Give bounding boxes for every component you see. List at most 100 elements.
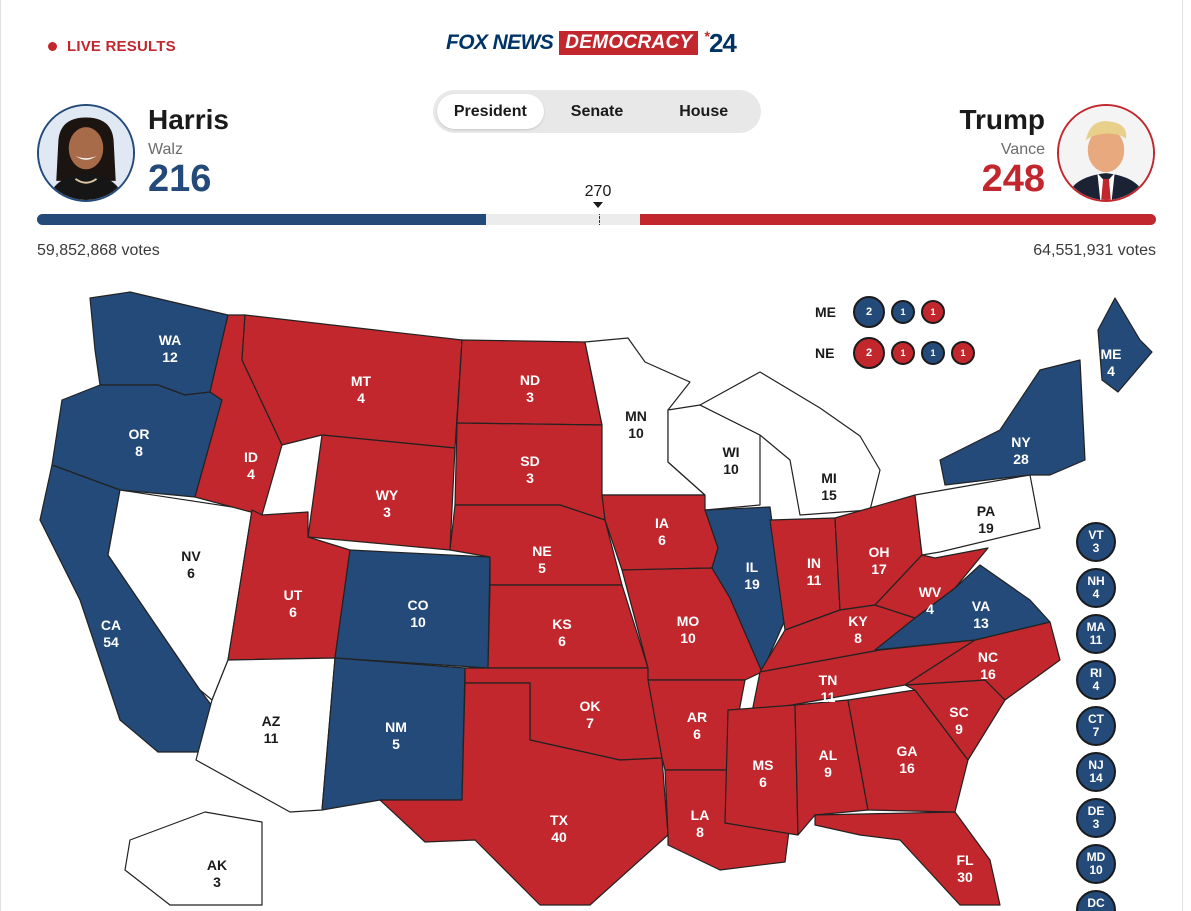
brand-year-text: 24 (708, 27, 737, 58)
state-label-ca: CA (101, 617, 121, 633)
state-ev-al: 9 (824, 764, 832, 780)
threshold-label: 270 (584, 183, 612, 200)
state-label-mn: MN (625, 408, 647, 424)
state-ev-ks: 6 (558, 633, 566, 649)
state-ev-az: 11 (264, 730, 279, 746)
state-ev-tn: 11 (821, 689, 836, 705)
state-ev-ar: 6 (693, 726, 701, 742)
state-label-il: IL (746, 559, 759, 575)
state-ev-wi: 10 (723, 461, 739, 477)
state-label-pa: PA (977, 503, 995, 519)
bubble-ev: 4 (1092, 587, 1100, 601)
dem-vote-bar-fill (37, 214, 487, 225)
bubble-NH[interactable]: NH 4 (1076, 568, 1116, 608)
state-TX[interactable] (379, 682, 669, 906)
state-ev-fl: 30 (957, 869, 973, 885)
state-label-id: ID (244, 449, 258, 465)
district-bubble: 1 (921, 341, 945, 365)
state-ev-ut: 6 (289, 604, 297, 620)
state-AL[interactable] (794, 699, 869, 836)
state-label-va: VA (972, 598, 990, 614)
state-label-ak: AK (207, 857, 227, 873)
state-AK[interactable] (124, 811, 263, 906)
harris-avatar (37, 104, 135, 202)
bubble-ev: 3 (1092, 817, 1100, 831)
live-dot-icon (48, 42, 57, 51)
rep-popular-votes: 64,551,931 votes (1033, 242, 1156, 259)
bubble-RI[interactable]: RI 4 (1076, 660, 1116, 700)
brand-year: *24 (704, 27, 737, 59)
dem-popular-votes: 59,852,868 votes (37, 242, 160, 259)
live-results-indicator: LIVE RESULTS (48, 38, 176, 55)
state-ME[interactable] (1097, 297, 1153, 393)
brand-star: * (704, 27, 710, 44)
bubble-VT[interactable]: VT 3 (1076, 522, 1116, 562)
state-label-ut: UT (284, 587, 303, 603)
threshold-marker (598, 214, 600, 225)
state-ev-me: 4 (1107, 363, 1115, 379)
rep-electoral-votes: 248 (981, 158, 1045, 200)
threshold-arrow-icon (593, 202, 603, 208)
bubble-MA[interactable]: MA 11 (1076, 614, 1116, 654)
bubble-code: NJ (1088, 758, 1104, 772)
bubble-DE[interactable]: DE 3 (1076, 798, 1116, 838)
state-MI[interactable] (699, 371, 881, 516)
state-ev-la: 8 (696, 824, 704, 840)
state-ev-mn: 10 (628, 425, 644, 441)
state-ev-ia: 6 (658, 532, 666, 548)
state-label-ne: NE (532, 543, 551, 559)
tab-president[interactable]: President (437, 94, 544, 129)
state-label-al: AL (819, 747, 838, 763)
tab-house[interactable]: House (679, 102, 729, 120)
state-ev-mo: 10 (680, 630, 696, 646)
state-label-wa: WA (159, 332, 182, 348)
tab-senate[interactable]: Senate (570, 102, 624, 120)
bubble-MD[interactable]: MD 10 (1076, 844, 1116, 884)
bubble-code: NH (1087, 574, 1105, 588)
state-label-nd: ND (520, 372, 540, 388)
state-label-la: LA (691, 807, 710, 823)
district-bubble: 1 (921, 300, 945, 324)
split-state-me[interactable]: ME 2 1 1 (815, 296, 945, 328)
state-label-fl: FL (956, 852, 974, 868)
state-label-mt: MT (351, 373, 372, 389)
state-label-tx: TX (550, 812, 569, 828)
fox-news-democracy-24-logo[interactable]: FOX NEWS DEMOCRACY *24 (446, 27, 737, 59)
rep-running-mate: Vance (1000, 141, 1045, 158)
bubble-CT[interactable]: CT 7 (1076, 706, 1116, 746)
bubble-ev: 3 (1092, 541, 1100, 555)
state-ev-nc: 16 (980, 666, 996, 682)
race-tabs: President Senate House (433, 90, 761, 133)
state-label-mi: MI (821, 470, 837, 486)
state-label-wi: WI (722, 444, 739, 460)
state-label-me: ME (1101, 346, 1122, 362)
state-FL[interactable] (814, 811, 1001, 906)
bubble-ev: 3 (1093, 910, 1100, 911)
split-state-ne[interactable]: NE 2 1 1 1 (815, 337, 975, 369)
bubble-DC[interactable]: DC3 (1076, 890, 1116, 911)
state-ev-ms: 6 (759, 774, 767, 790)
state-label-ar: AR (687, 709, 707, 725)
state-ev-wa: 12 (162, 349, 178, 365)
state-label-tn: TN (819, 672, 838, 688)
bubble-ev: 4 (1092, 679, 1100, 693)
state-ev-or: 8 (135, 443, 143, 459)
electoral-vote-bar (37, 214, 1156, 225)
state-PA[interactable] (914, 474, 1041, 556)
bubble-code: DC (1087, 896, 1105, 910)
state-label-sd: SD (520, 453, 539, 469)
state-NY[interactable] (939, 359, 1086, 486)
state-label-co: CO (408, 597, 429, 613)
bubble-NJ[interactable]: NJ 14 (1076, 752, 1116, 792)
state-ev-co: 10 (410, 614, 426, 630)
bubble-ev: 14 (1089, 771, 1103, 785)
dem-candidate-name: Harris (148, 104, 229, 135)
state-ev-nm: 5 (392, 736, 400, 752)
bubble-code: DE (1087, 804, 1105, 818)
district-bubble: 2 (853, 296, 885, 328)
bubble-ev: 10 (1089, 863, 1103, 877)
live-results-label: LIVE RESULTS (67, 38, 176, 55)
state-ev-il: 19 (744, 576, 760, 592)
state-ev-nv: 6 (187, 565, 195, 581)
